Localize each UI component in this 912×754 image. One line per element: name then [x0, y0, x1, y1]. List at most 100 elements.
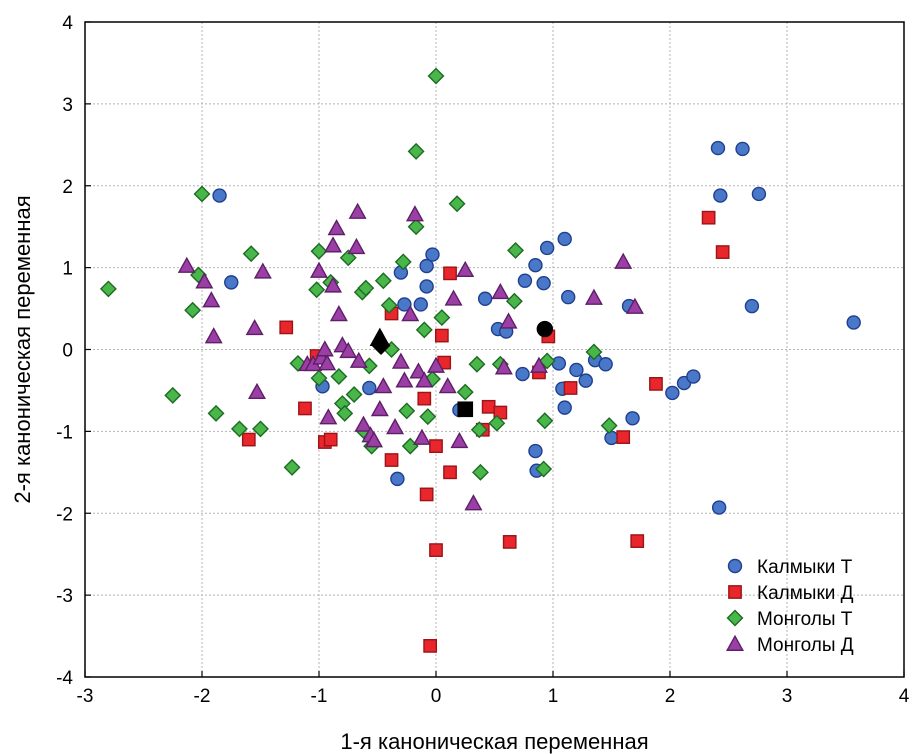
data-point-diamond [407, 218, 425, 236]
data-point-diamond [308, 281, 326, 299]
data-points [99, 67, 861, 653]
data-point-square [323, 432, 338, 447]
data-point-diamond [230, 420, 248, 438]
data-point-diamond [330, 368, 348, 385]
x-tick-label: 3 [782, 686, 793, 707]
data-point-square [563, 381, 578, 395]
data-point-triangle [347, 237, 366, 255]
data-point-circle [413, 297, 428, 312]
x-tick-label: 2 [665, 686, 676, 707]
data-point-triangle [248, 382, 266, 400]
data-point-triangle [614, 252, 633, 269]
legend-marker-square [728, 585, 742, 599]
data-point-triangle [327, 219, 346, 236]
data-point-diamond [374, 272, 392, 290]
y-tick-label: 3 [62, 95, 73, 116]
data-point-triangle [195, 272, 214, 289]
data-point-triangle [391, 352, 410, 369]
y-tick-label: 0 [62, 341, 73, 362]
data-point-diamond [310, 369, 328, 387]
data-point-diamond [283, 458, 301, 476]
data-point-circle [212, 188, 227, 203]
data-point-diamond [357, 279, 375, 297]
data-point-circle [557, 231, 572, 247]
data-point-triangle [401, 305, 420, 322]
data-point-square [298, 401, 312, 416]
data-point-triangle [464, 494, 483, 511]
legend: Калмыки Т Калмыки Д Монголы Т Монголы Д [726, 557, 854, 656]
legend-label: Калмыки Т [757, 557, 853, 578]
data-point-circle [710, 140, 726, 156]
data-point-diamond [398, 402, 416, 420]
data-point-circle [477, 291, 493, 306]
y-tick-label: 2 [62, 177, 73, 198]
data-point-triangle [405, 205, 424, 222]
data-point-circle [665, 385, 680, 401]
data-point-triangle [444, 289, 463, 306]
data-point-triangle [315, 340, 334, 357]
data-point-diamond [345, 386, 363, 403]
y-tick-labels: 4 3 2 1 0 -1 -2 -3 -4 [56, 13, 73, 689]
data-point-diamond [536, 412, 554, 430]
data-point-circle [539, 240, 555, 256]
data-point-diamond [585, 343, 603, 361]
data-point-triangle [409, 362, 428, 379]
data-point-circle [551, 356, 567, 371]
data-point-circle [515, 366, 530, 382]
data-point-diamond [419, 408, 437, 426]
data-point-square [241, 432, 256, 447]
data-point-triangle [349, 351, 368, 368]
legend-label: Монголы Т [757, 609, 853, 630]
data-point-diamond [505, 292, 523, 310]
x-tick-label: -3 [77, 686, 94, 707]
x-tick-label: 0 [431, 686, 442, 707]
data-point-diamond [394, 253, 412, 271]
y-tick-label: -1 [56, 422, 73, 443]
data-point-diamond [468, 355, 486, 373]
data-point-circle [735, 141, 750, 157]
data-point-circle [557, 400, 572, 415]
data-point-triangle [324, 236, 343, 253]
data-point-triangle [450, 431, 469, 449]
data-point-square [423, 639, 438, 653]
legend-marker-diamond [726, 609, 744, 627]
data-point-triangle [415, 371, 434, 388]
data-point-circle [528, 443, 543, 459]
plot-frame [84, 21, 905, 678]
data-point-circle [711, 500, 727, 515]
x-tick-label: -2 [194, 686, 211, 707]
x-tick-label: -1 [311, 686, 328, 707]
data-point-circle [569, 362, 584, 378]
data-point-triangle [370, 400, 389, 417]
data-point-circle [604, 430, 619, 446]
data-point-circle [598, 357, 613, 372]
legend-marker-circle [727, 558, 743, 574]
data-point-diamond [600, 417, 618, 435]
data-point-square [481, 399, 496, 414]
data-point-triangle [253, 262, 272, 279]
data-point-diamond [310, 242, 328, 260]
data-point-triangle [625, 297, 644, 314]
data-point-circle [397, 297, 412, 312]
data-point-square [649, 377, 663, 391]
data-point-circle [751, 186, 767, 202]
data-point-triangle [310, 261, 328, 278]
data-point-diamond [471, 463, 489, 481]
x-tick-label: 1 [548, 686, 559, 707]
data-point-square [429, 543, 443, 557]
data-point-triangle [494, 358, 513, 375]
data-point-square [443, 465, 457, 480]
data-point-circle [713, 188, 728, 203]
data-point-circle [625, 411, 640, 426]
data-point-diamond [193, 185, 211, 203]
data-point-triangle [354, 415, 373, 432]
data-point-triangle [365, 431, 383, 448]
data-point-diamond [407, 142, 425, 160]
data-point-triangle [584, 288, 603, 305]
grid-lines [84, 21, 905, 678]
data-point-triangle [177, 256, 196, 273]
y-tick-label: -3 [56, 586, 73, 607]
data-point-circle [578, 373, 593, 388]
data-point-circle [419, 279, 434, 294]
centroid-triangle [369, 327, 391, 346]
